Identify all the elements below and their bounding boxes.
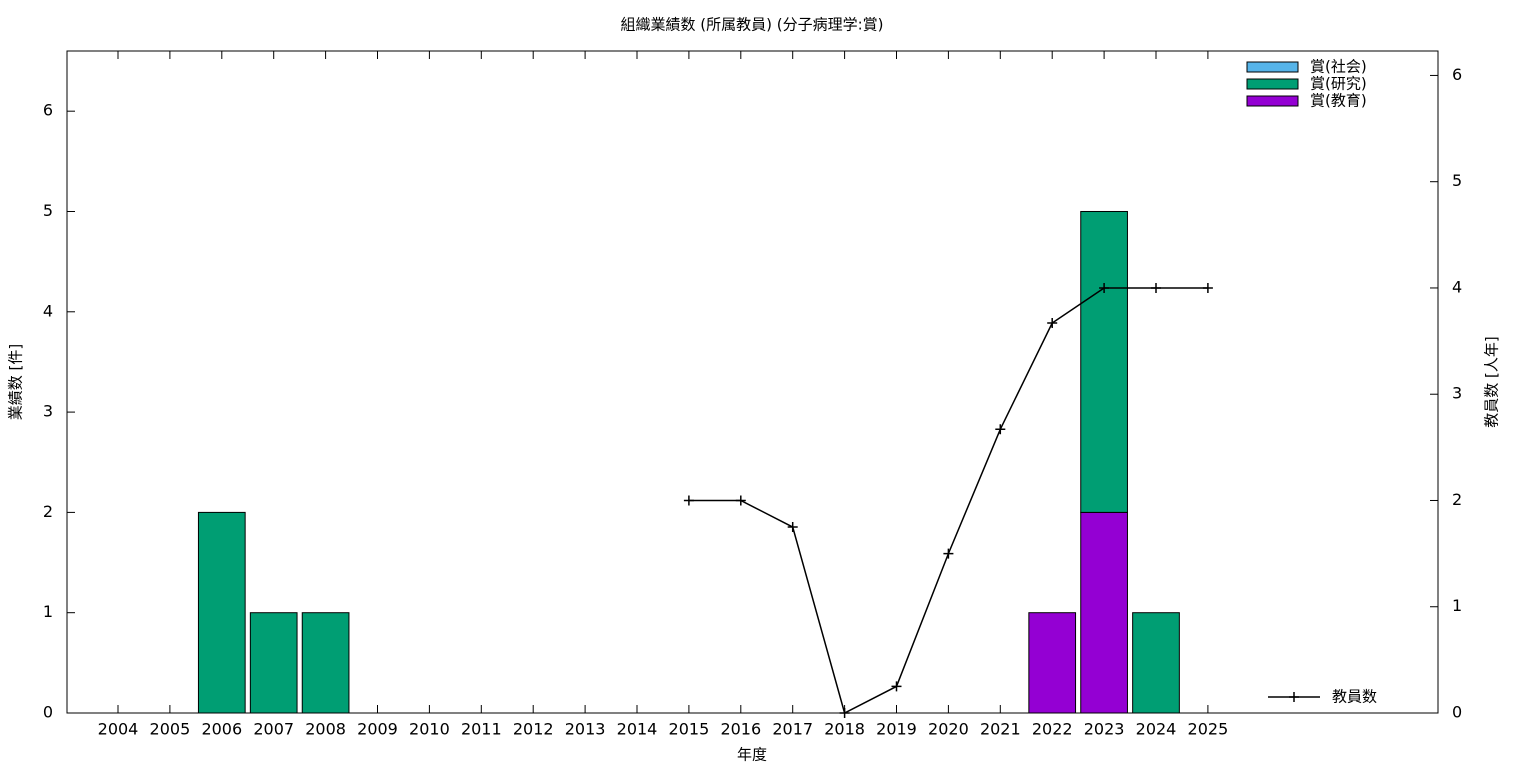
x-tick-label: 2017 — [772, 720, 813, 739]
chart-title: 組織業績数 (所属教員) (分子病理学:賞) — [621, 16, 884, 34]
y2-tick-label: 2 — [1452, 490, 1462, 509]
x-tick-label: 2025 — [1188, 720, 1229, 739]
bar — [1080, 210, 1128, 513]
y2-tick-label: 3 — [1452, 384, 1462, 403]
y-tick-label: 4 — [43, 301, 53, 320]
x-tick-label: 2011 — [461, 720, 502, 739]
point-marker — [1151, 282, 1161, 293]
x-tick-label: 2005 — [150, 720, 191, 739]
x-tick-label: 2013 — [565, 720, 606, 739]
y-axis-label: 業績数 [件] — [7, 344, 25, 420]
point-marker — [839, 708, 850, 718]
x-tick-label: 2004 — [98, 720, 139, 739]
point-marker — [1047, 318, 1058, 329]
bar — [1080, 511, 1128, 714]
legend-swatch — [1246, 61, 1299, 73]
x-tick-label: 2024 — [1136, 720, 1177, 739]
x-tick-label: 2016 — [720, 720, 761, 739]
y2-axis-label: 教員数 [人年] — [1483, 336, 1501, 427]
point-marker — [683, 495, 694, 506]
y2-tick-label: 4 — [1452, 277, 1462, 296]
y2-tick-label: 1 — [1452, 596, 1462, 615]
legend-label: 賞(研究) — [1310, 75, 1367, 93]
x-tick-label: 2009 — [357, 720, 398, 739]
legend-swatch — [1246, 78, 1299, 90]
point-marker — [943, 548, 954, 559]
bar — [1028, 612, 1077, 714]
point-marker — [891, 681, 902, 692]
point-marker — [787, 522, 798, 533]
x-tick-label: 2018 — [824, 720, 865, 739]
x-axis-label: 年度 — [737, 746, 767, 764]
y-tick-label: 2 — [43, 502, 53, 521]
y-tick-label: 1 — [43, 602, 53, 621]
x-tick-label: 2022 — [1032, 720, 1073, 739]
x-tick-label: 2007 — [253, 720, 294, 739]
x-tick-label: 2020 — [928, 720, 969, 739]
bar — [197, 511, 246, 714]
point-marker — [1099, 282, 1110, 293]
legend-swatch — [1246, 95, 1299, 107]
point-marker — [995, 424, 1006, 435]
x-tick-label: 2008 — [305, 720, 346, 739]
x-tick-label: 2021 — [980, 720, 1021, 739]
legend-label: 賞(教育) — [1310, 92, 1367, 110]
point-marker — [735, 495, 746, 506]
y2-tick-label: 5 — [1452, 171, 1462, 190]
x-tick-label: 2006 — [201, 720, 242, 739]
line-series — [688, 287, 1208, 715]
x-tick-label: 2019 — [876, 720, 917, 739]
x-tick-label: 2023 — [1084, 720, 1125, 739]
x-tick-label: 2010 — [409, 720, 450, 739]
legend-marker — [1289, 692, 1299, 702]
y-tick-label: 3 — [43, 402, 53, 421]
x-tick-label: 2015 — [669, 720, 710, 739]
y2-tick-label: 6 — [1452, 65, 1462, 84]
y-tick-label: 6 — [43, 101, 53, 120]
point-marker — [1202, 282, 1213, 293]
bar — [301, 612, 350, 714]
x-tick-label: 2014 — [617, 720, 658, 739]
plot-frame — [66, 50, 1439, 714]
y2-tick-label: 0 — [1452, 703, 1462, 722]
legend-label: 教員数 — [1332, 688, 1377, 706]
x-tick-label: 2012 — [513, 720, 554, 739]
legend-label: 賞(社会) — [1310, 58, 1367, 76]
y-tick-label: 0 — [43, 703, 53, 722]
bar — [1132, 612, 1180, 714]
bar — [249, 612, 298, 714]
y-tick-label: 5 — [43, 201, 53, 220]
